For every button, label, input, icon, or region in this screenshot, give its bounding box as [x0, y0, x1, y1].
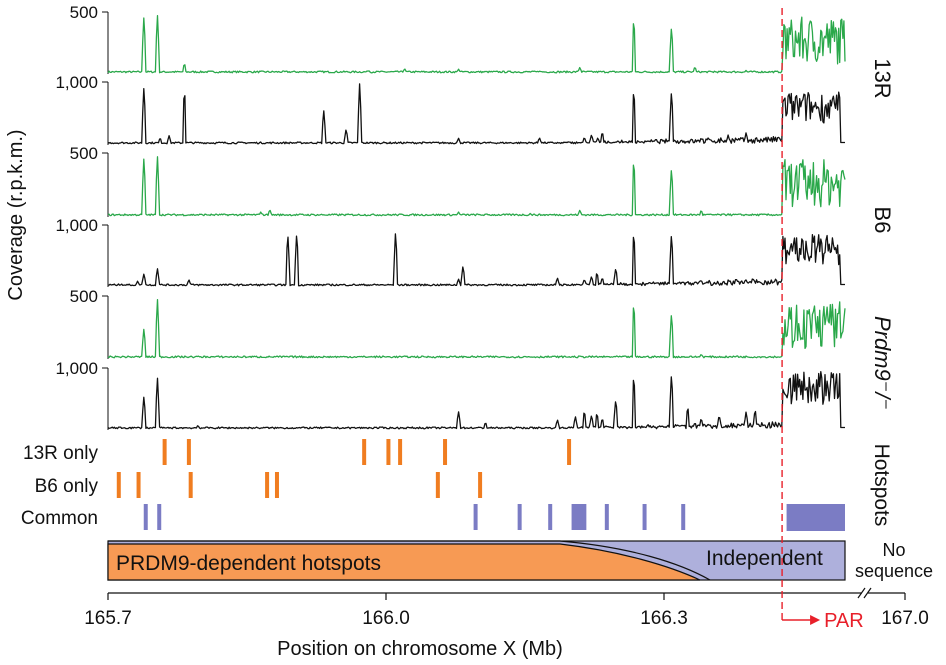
strain-1-black-series-line	[107, 83, 845, 145]
strain-3-green-tick-label: 500	[70, 287, 98, 306]
y-axis-title: Coverage (r.p.k.m.)	[5, 129, 27, 300]
x-tick-label: 167.0	[881, 608, 929, 629]
hotspot-mark-common	[571, 504, 576, 530]
hotspot-mark-b6-only	[435, 472, 440, 498]
strain-3-label: Prdm9⁻/⁻	[870, 316, 895, 410]
par-arrow-head	[810, 615, 821, 625]
hotspot-mark-common	[582, 504, 587, 530]
axis-break-mark	[863, 587, 872, 599]
hotspot-mark-common	[548, 504, 553, 530]
hotspot-mark-common	[143, 504, 148, 530]
hotspot-mark-b6-only	[116, 472, 121, 498]
dependent-label: PRDM9-dependent hotspots	[116, 552, 381, 575]
hotspot-mark-common	[578, 504, 583, 530]
x-tick-label: 166.3	[640, 608, 688, 629]
hotspot-mark-13r-only	[398, 439, 403, 465]
hotspot-mark-b6-only	[274, 472, 279, 498]
x-axis-title: Position on chromosome X (Mb)	[277, 638, 563, 660]
strain-3-black-tick-label: 1,000	[55, 359, 98, 378]
hotspot-mark-13r-only	[162, 439, 167, 465]
hotspot-mark-b6-only	[136, 472, 141, 498]
hotspots-title: Hotspots	[870, 444, 893, 527]
axis-break-mark	[857, 587, 866, 599]
strain-1-label: 13R	[870, 58, 895, 98]
hotspot-mark-13r-only	[443, 439, 448, 465]
strain-2-black-series-line	[108, 233, 845, 287]
x-tick-label: 166.0	[362, 608, 410, 629]
hotspot-row-label-common: Common	[21, 508, 98, 529]
hotspot-mark-common	[681, 504, 686, 530]
x-tick-label: 165.7	[84, 608, 132, 629]
hotspot-mark-common	[575, 504, 580, 530]
strain-2-label: B6	[870, 207, 895, 234]
hotspot-mark-13r-only	[386, 439, 391, 465]
hotspot-mark-common	[517, 504, 522, 530]
hotspot-mark-b6-only	[478, 472, 483, 498]
dependent-band	[107, 543, 701, 581]
hotspot-mark-13r-only	[567, 439, 572, 465]
strain-2-green-tick-label: 500	[70, 144, 98, 163]
hotspot-mark-common	[157, 504, 162, 530]
par-label: PAR	[824, 610, 864, 632]
hotspot-row-label-b6-only: B6 only	[35, 476, 99, 497]
strain-2-green-series-line	[107, 156, 846, 217]
hotspot-mark-13r-only	[362, 439, 367, 465]
hotspot-mark-b6-only	[265, 472, 270, 498]
strain-1-green-tick-label: 500	[70, 3, 98, 22]
hotspot-mark-13r-only	[186, 439, 191, 465]
hotspot-row-label-13r-only: 13R only	[23, 443, 98, 464]
hotspot-mark-common	[642, 504, 647, 530]
hotspot-mark-common	[604, 504, 609, 530]
strain-1-green-series-line	[107, 14, 846, 74]
hotspot-mark-b6-only	[188, 472, 193, 498]
common-hotspot-block	[786, 504, 845, 531]
strain-3-green-series-line	[107, 299, 846, 359]
strain-2-black-tick-label: 1,000	[55, 216, 98, 235]
independent-label: Independent	[706, 547, 823, 570]
no-sequence-label-line1: No	[882, 540, 905, 560]
strain-3-black-series-line	[107, 371, 845, 430]
no-sequence-label-line2: sequence	[855, 561, 933, 581]
hotspot-mark-common	[473, 504, 478, 530]
strain-1-black-tick-label: 1,000	[55, 73, 98, 92]
band-divider-line	[108, 540, 711, 581]
